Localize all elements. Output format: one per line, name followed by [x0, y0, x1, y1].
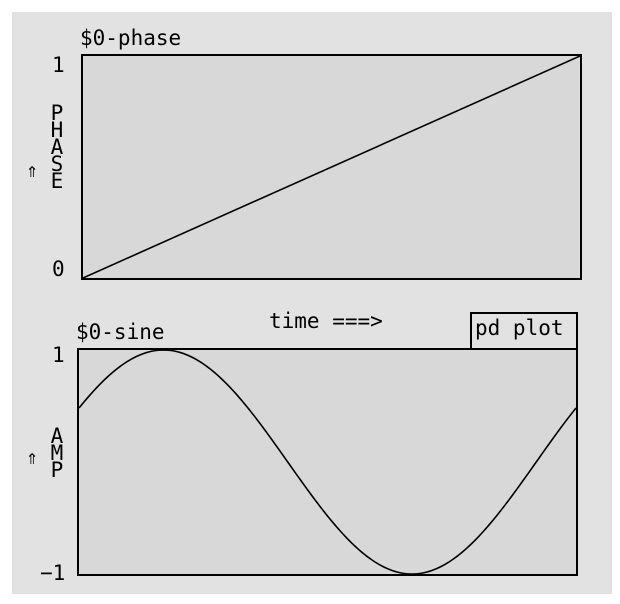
pd-plot-object[interactable]: pd plot — [470, 312, 578, 350]
phase-graph[interactable] — [81, 54, 582, 280]
sine-axis-letter: M — [50, 441, 64, 465]
sine-up-arrow-icon: ⇑ — [26, 445, 39, 469]
sine-axis-letter: P — [50, 458, 64, 482]
phase-axis-letter: E — [50, 169, 64, 193]
pd-plot-label: pd plot — [475, 316, 564, 340]
sine-y-top-label: 1 — [52, 343, 65, 367]
sine-series-line — [79, 350, 576, 574]
sine-axis-letter: A — [50, 424, 64, 448]
sine-plot — [79, 350, 576, 574]
sine-y-bottom-label: −1 — [40, 561, 66, 585]
phase-y-bottom-label: 0 — [52, 257, 65, 281]
time-label: time ===> — [269, 309, 383, 333]
phase-axis-label: P H A S E — [50, 101, 64, 193]
sine-graph[interactable] — [77, 348, 578, 576]
sine-array-name: $0-sine — [76, 320, 165, 344]
phase-series-line — [83, 56, 580, 278]
phase-array-name: $0-phase — [80, 26, 182, 50]
phase-axis-letter: H — [50, 118, 64, 142]
phase-axis-letter: S — [50, 152, 64, 176]
pd-canvas[interactable]: $0-phase 1 0 ⇑ P H A S E time ===> pd pl… — [12, 12, 612, 594]
sine-axis-label: A M P — [50, 424, 64, 482]
phase-axis-letter: P — [50, 101, 64, 125]
phase-y-top-label: 1 — [52, 53, 65, 77]
phase-plot — [83, 56, 580, 278]
phase-axis-letter: A — [50, 135, 64, 159]
phase-up-arrow-icon: ⇑ — [26, 158, 39, 182]
